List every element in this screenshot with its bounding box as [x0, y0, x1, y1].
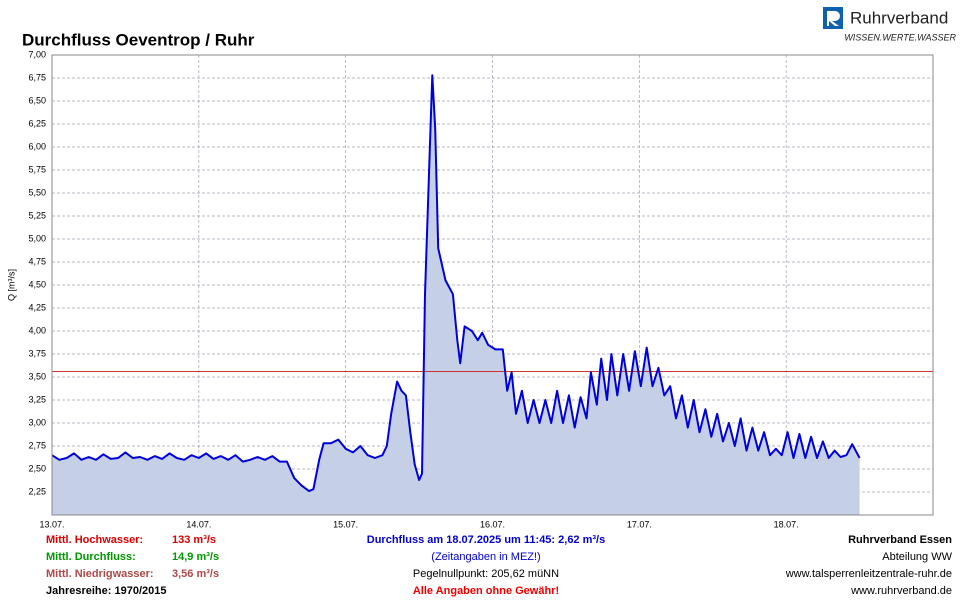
footer-value: 133 m³/s — [172, 534, 216, 546]
plot-border — [51, 54, 934, 516]
y-tick-label: 7,00 — [28, 49, 46, 59]
logo-name: Ruhrverband — [850, 8, 948, 27]
y-tick-label: 3,00 — [28, 417, 46, 427]
logo: Ruhrverband WISSEN.WERTE.WASSER — [823, 7, 956, 42]
y-tick-label: 5,50 — [28, 187, 46, 197]
y-axis-label: Q [m³/s] — [6, 269, 16, 301]
x-tick-label: 17.07. — [627, 519, 652, 529]
footer-label: Mittl. Hochwasser: — [46, 534, 143, 546]
y-tick-label: 6,75 — [28, 72, 46, 82]
y-tick-label: 2,50 — [28, 463, 46, 473]
y-tick-label: 6,25 — [28, 118, 46, 128]
y-tick-label: 3,50 — [28, 371, 46, 381]
footer-value: 3,56 m³/s — [172, 568, 219, 580]
plot-area: 2,25 2,50 2,75 3,00 3,25 3,50 3,75 4,00 4,25 4,50… — [28, 49, 934, 529]
y-tick-label: 3,75 — [28, 348, 46, 358]
footer-value: 14,9 m³/s — [172, 551, 219, 563]
footer-center-text: Pegelnullpunkt: 205,62 müNN — [413, 568, 559, 580]
x-tick-label: 13.07. — [39, 519, 64, 529]
y-tick-label: 6,50 — [28, 95, 46, 105]
y-tick-label: 4,50 — [28, 279, 46, 289]
x-tick-label: 15.07. — [333, 519, 358, 529]
footer-center-text: Durchfluss am 18.07.2025 um 11:45: 2,62 … — [367, 534, 605, 546]
footer: Mittl. Hochwasser: 133 m³/s Mittl. Durchfl… — [46, 534, 953, 597]
y-tick-label: 4,75 — [28, 256, 46, 266]
chart-title: Durchfluss Oeventrop / Ruhr — [22, 30, 255, 49]
footer-right-text: Abteilung WW — [882, 551, 952, 563]
line — [51, 74, 861, 493]
y-tick-label: 4,00 — [28, 325, 46, 335]
y-tick-label: 5,25 — [28, 210, 46, 220]
y-tick-label: 6,00 — [28, 141, 46, 151]
y-tick-label: 5,75 — [28, 164, 46, 174]
x-tick-label: 16.07. — [480, 519, 505, 529]
footer-label: Jahresreihe: 1970/2015 — [46, 585, 166, 597]
footer-right-text: www.ruhrverband.de — [850, 585, 952, 597]
x-tick-label: 14.07. — [186, 519, 211, 529]
footer-label: Mittl. Durchfluss: — [46, 551, 136, 563]
footer-center-text: (Zeitangaben in MEZ!) — [431, 551, 540, 563]
y-tick-label: 2,25 — [28, 486, 46, 496]
logo-glyph — [827, 11, 840, 26]
y-tick-label: 2,75 — [28, 440, 46, 450]
footer-label: Mittl. Niedrigwasser: — [46, 568, 154, 580]
logo-slogan: WISSEN.WERTE.WASSER — [844, 32, 956, 42]
y-tick-label: 4,25 — [28, 302, 46, 312]
footer-right-text: www.talsperrenleitzentrale-ruhr.de — [785, 568, 952, 580]
footer-right-text: Ruhrverband Essen — [848, 534, 952, 546]
area — [52, 75, 860, 515]
y-tick-label: 3,25 — [28, 394, 46, 404]
x-tick-label: 18.07. — [774, 519, 799, 529]
y-tick-label: 5,00 — [28, 233, 46, 243]
footer-center-text: Alle Angaben ohne Gewähr! — [413, 585, 559, 597]
